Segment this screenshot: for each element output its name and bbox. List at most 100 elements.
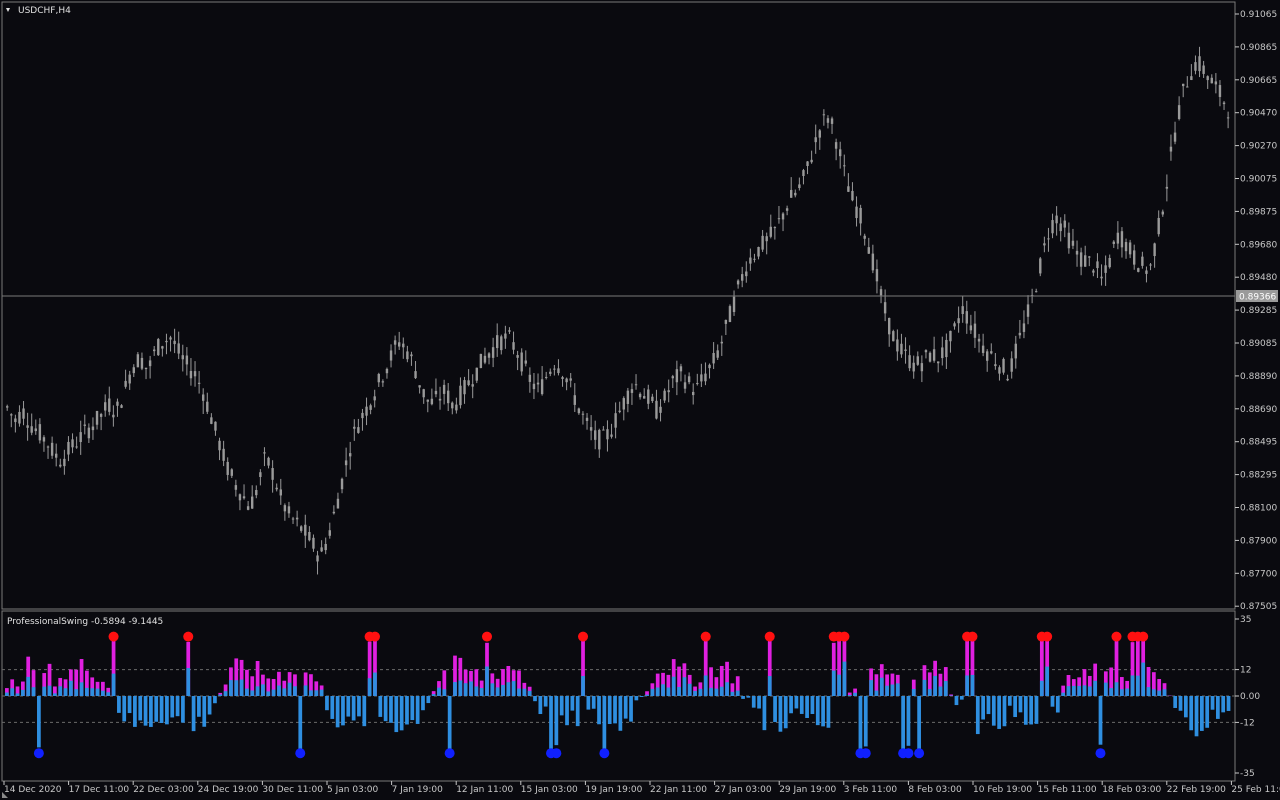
candle-body <box>573 395 576 405</box>
histogram-bar-positive <box>463 669 468 696</box>
histogram-bar-inner <box>31 687 36 696</box>
histogram-bar-negative <box>954 696 959 706</box>
histogram-bar-positive <box>271 678 276 696</box>
histogram-bar-positive <box>1146 667 1151 696</box>
histogram-bar-inner <box>1146 687 1151 696</box>
histogram-bar-negative <box>207 696 212 715</box>
candle-body <box>761 235 764 250</box>
histogram-bar-positive <box>309 674 313 696</box>
histogram-bar-inner <box>730 691 735 696</box>
histogram-bar-inner <box>666 687 671 696</box>
histogram-bar-positive <box>1130 642 1135 696</box>
histogram-bar-inner <box>314 690 319 696</box>
candle-body <box>671 376 674 379</box>
candle-body <box>46 446 50 448</box>
histogram-bar-inner <box>511 681 516 696</box>
indicator-axis: 35 12 0.00 -12 -35 <box>1235 615 1260 779</box>
candle-body <box>59 464 62 467</box>
candle-body <box>990 351 993 354</box>
histogram-bar-negative <box>378 696 383 717</box>
time-tick-label: 17 Dec 11:00 <box>69 785 130 795</box>
histogram-bar-positive <box>101 681 105 696</box>
histogram-bar-positive <box>42 673 47 696</box>
swing-low-dot <box>914 748 925 759</box>
histogram-bar-negative <box>543 696 548 707</box>
histogram-bar-positive <box>293 674 297 696</box>
candle-body <box>659 406 662 413</box>
histogram-bar-positive <box>442 670 447 696</box>
time-axis[interactable]: 14 Dec 2020 17 Dec 11:00 22 Dec 03:00 24 De… <box>3 781 1280 795</box>
histogram-bar-inner <box>506 682 511 696</box>
candle-body <box>67 441 70 455</box>
candle-body <box>512 342 515 350</box>
candle-body <box>589 427 593 431</box>
histogram-bar-inner <box>709 687 713 696</box>
candle-body <box>712 353 715 364</box>
histogram-bar-inner <box>10 688 15 696</box>
candle-body <box>696 383 699 385</box>
histogram-bar-positive <box>367 641 372 696</box>
candle-body <box>757 246 760 257</box>
histogram-bar-inner <box>655 687 660 696</box>
candle-body <box>790 189 793 198</box>
price-axis[interactable]: 0.91065 0.90865 0.90665 0.90470 0.90270 0.900… <box>1235 10 1277 612</box>
histogram-bar-negative <box>1210 696 1215 710</box>
histogram-bar-inner <box>485 666 489 696</box>
candle-body <box>981 345 985 353</box>
candle-body <box>193 371 197 377</box>
candle-body <box>606 429 609 440</box>
histogram-bar-inner <box>293 686 297 696</box>
histogram-bar-inner <box>277 685 281 696</box>
candle-body <box>1108 257 1111 268</box>
histogram-bar-inner <box>933 675 937 696</box>
histogram-bar-inner <box>677 686 681 696</box>
candle-body <box>1092 270 1095 273</box>
candle-body <box>1104 265 1107 273</box>
swing-low-dot <box>599 748 610 759</box>
histogram-bar-negative <box>917 696 921 750</box>
swing-high-dot <box>578 631 589 642</box>
candle-body <box>463 380 466 395</box>
candle-body <box>1059 223 1062 232</box>
histogram-bar-negative <box>1221 696 1226 713</box>
candle-body <box>1165 186 1169 189</box>
price-panel[interactable]: USDCHF,H4 0.910650.908650.906650.904700.… <box>1 1 1278 612</box>
histogram-bar-inner <box>911 689 916 696</box>
time-tick-label: 10 Feb 19:00 <box>973 785 1032 795</box>
candle-body <box>969 325 973 331</box>
histogram-bar-inner <box>245 688 249 696</box>
histogram-bar-negative <box>143 696 148 726</box>
candle-body <box>30 426 33 433</box>
histogram-bar-negative <box>741 696 745 699</box>
candle-body <box>255 489 258 496</box>
histogram-bar-inner <box>26 676 31 696</box>
chart-title[interactable]: USDCHF,H4 <box>18 6 71 16</box>
candle-body <box>14 418 17 423</box>
candle-body <box>1067 232 1071 249</box>
resize-corner-icon[interactable] <box>2 792 8 798</box>
symbol-dropdown-icon[interactable] <box>6 8 10 12</box>
candle-body <box>324 543 327 551</box>
histogram-bar-negative <box>538 696 543 715</box>
indicator-panel[interactable]: ProfessionalSwing -0.5894 -9.1445 35 12 0.… <box>1 610 1260 782</box>
candle-body <box>1120 231 1124 248</box>
candle-body <box>528 374 532 382</box>
candle-body <box>798 184 801 189</box>
candle-body <box>414 371 417 379</box>
candle-body <box>144 367 148 370</box>
candle-body <box>802 170 805 177</box>
histogram-bar-positive <box>239 659 244 696</box>
candle-body <box>553 368 556 370</box>
candle-body <box>834 142 838 149</box>
histogram-bar-inner <box>1119 689 1124 696</box>
candle-body <box>994 364 997 367</box>
candle-body <box>434 390 438 395</box>
histogram-bar-inner <box>949 695 953 696</box>
candle-body <box>704 373 707 382</box>
candle-body <box>95 410 99 425</box>
swing-high-dot <box>108 631 119 642</box>
histogram-bar-negative <box>1002 696 1007 727</box>
histogram-bar-inner <box>927 689 932 696</box>
